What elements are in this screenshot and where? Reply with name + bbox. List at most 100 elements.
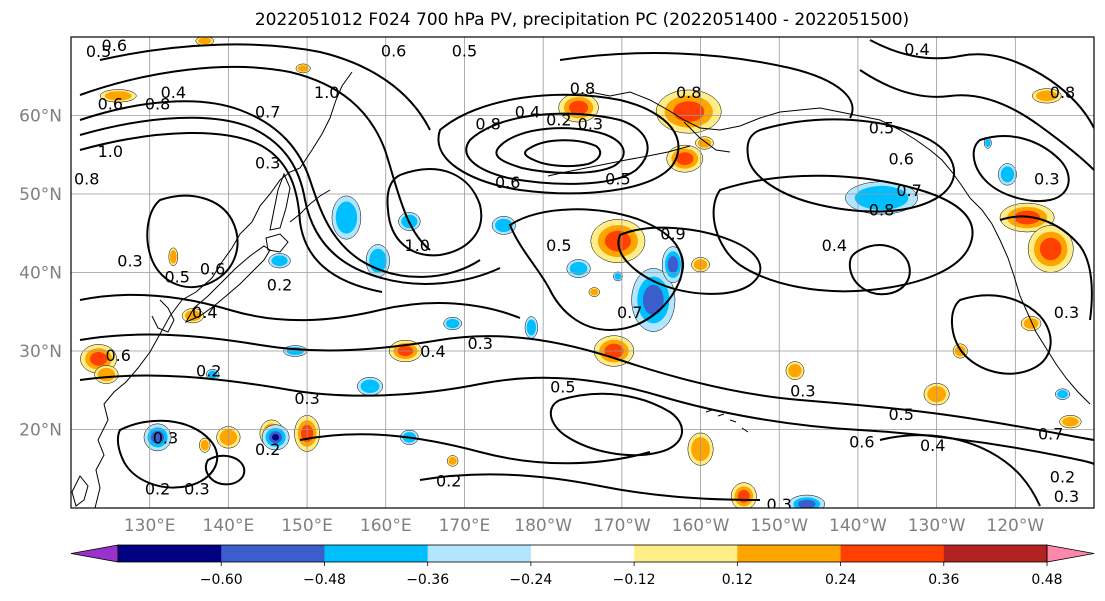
contour-label: 0.6 bbox=[495, 173, 520, 192]
colorbar-tick-label: −0.24 bbox=[509, 572, 552, 588]
contour-label: 0.2 bbox=[1050, 468, 1075, 487]
lon-tick-label: 170°W bbox=[593, 516, 651, 536]
contour-label: 0.7 bbox=[255, 103, 280, 122]
precip-anomaly-mid bbox=[526, 319, 537, 336]
colorbar-extend-high bbox=[1046, 544, 1095, 563]
pv-contour bbox=[951, 294, 1052, 375]
contour-label: 0.8 bbox=[570, 79, 595, 98]
coastline-kurils bbox=[289, 189, 331, 223]
colorbar-swatch bbox=[737, 545, 842, 562]
precip-anomaly-mid bbox=[788, 363, 802, 378]
precip-anomaly-core bbox=[798, 499, 816, 508]
pv-contour bbox=[386, 168, 483, 257]
coastline-aleutians bbox=[547, 145, 691, 177]
precip-anomaly-core bbox=[642, 284, 664, 316]
coastline-alaska bbox=[589, 91, 971, 199]
pv-contour bbox=[495, 127, 625, 174]
coastline-alaska-peninsula bbox=[683, 121, 731, 153]
coastline-korea bbox=[151, 299, 175, 333]
pv-contour bbox=[79, 100, 481, 278]
pv-contour bbox=[79, 333, 1094, 441]
contour-label: 0.3 bbox=[767, 495, 792, 514]
contour-label: 0.2 bbox=[145, 479, 170, 498]
colorbar-swatch bbox=[427, 545, 532, 562]
coastline-philippines bbox=[71, 475, 89, 507]
contour-label: 0.2 bbox=[436, 472, 461, 491]
precip-anomaly-mid bbox=[445, 318, 460, 329]
precip-anomaly-mid bbox=[335, 201, 358, 234]
precip-anomaly-mid bbox=[360, 379, 380, 393]
precip-anomaly-core bbox=[89, 351, 108, 366]
contour-label: 0.3 bbox=[578, 114, 603, 133]
colorbar-swatch bbox=[634, 545, 738, 562]
colorbar-swatch bbox=[324, 545, 429, 562]
pv-contour bbox=[559, 52, 854, 119]
precip-anomaly-mid bbox=[184, 310, 201, 322]
colorbar-swatch bbox=[943, 545, 1048, 562]
contour-label: 0.3 bbox=[184, 479, 209, 498]
pv-contour bbox=[617, 226, 762, 295]
contour-label: 0.3 bbox=[467, 334, 492, 353]
lon-tick-label: 160°W bbox=[672, 516, 730, 536]
pv-contour bbox=[79, 132, 383, 293]
lon-tick-label: 180°W bbox=[514, 516, 572, 536]
contour-label: 0.8 bbox=[475, 114, 500, 133]
pv-contour bbox=[204, 454, 246, 486]
contour-label: 0.3 bbox=[1054, 303, 1079, 322]
precip-anomaly-mid bbox=[207, 370, 218, 379]
precip-anomaly-mid bbox=[854, 185, 909, 210]
contour-label: 0.2 bbox=[267, 275, 292, 294]
pv-contour bbox=[524, 139, 602, 168]
lon-tick-label: 160°E bbox=[360, 516, 412, 536]
lat-tick-label: 50°N bbox=[19, 185, 62, 205]
contour-label: 0.4 bbox=[161, 83, 186, 102]
contour-label: 0.7 bbox=[617, 303, 642, 322]
contour-label: 0.8 bbox=[145, 95, 170, 114]
colorbar-tick-label: 0.48 bbox=[1031, 572, 1062, 588]
precip-anomaly-core bbox=[676, 152, 694, 166]
pv-contour bbox=[79, 374, 1094, 465]
colorbar-swatch bbox=[118, 545, 222, 562]
contour-label: 0.7 bbox=[896, 181, 921, 200]
colorbar-extend-low bbox=[70, 544, 119, 563]
contour-label: 0.3 bbox=[255, 154, 280, 173]
coastlines bbox=[71, 71, 1091, 508]
colorbar-tick-label: 0.36 bbox=[928, 572, 959, 588]
contour-label: 0.2 bbox=[546, 110, 571, 129]
contour-label: 0.5 bbox=[550, 377, 575, 396]
pv-contour bbox=[79, 65, 431, 251]
contour-label: 0.8 bbox=[676, 83, 701, 102]
contour-label: 0.3 bbox=[153, 428, 178, 447]
precip-anomaly-core bbox=[151, 430, 165, 444]
contour-label: 0.4 bbox=[515, 103, 540, 122]
contour-label: 0.6 bbox=[105, 346, 130, 365]
pv-contour bbox=[848, 244, 911, 296]
pv-contour bbox=[550, 392, 683, 457]
lon-tick-label: 170°E bbox=[439, 516, 491, 536]
colorbar: −0.60 −0.48 −0.36 −0.24 −0.12 0.12 0.24 0.36 0.4… bbox=[70, 544, 1095, 588]
pv-contour bbox=[999, 215, 1093, 321]
lon-tick-label: 150°W bbox=[750, 516, 808, 536]
colorbar-tick-label: −0.12 bbox=[613, 572, 656, 588]
contour-label: 0.2 bbox=[196, 362, 221, 381]
map-panel: 0.50.6 0.6 0.50.6 0.80.40.71.01.00.80.30.80… bbox=[70, 36, 1095, 514]
precip-anomaly-mid bbox=[297, 65, 309, 72]
pv-contour bbox=[712, 174, 974, 293]
pv-contours bbox=[79, 39, 1094, 507]
precip-anomaly-mid bbox=[495, 218, 513, 233]
precip-anomaly-mid bbox=[104, 91, 132, 101]
contour-label: 1.0 bbox=[314, 83, 339, 102]
colorbar-swatch bbox=[530, 545, 635, 562]
contour-label: 0.8 bbox=[74, 169, 99, 188]
lat-tick-label: 40°N bbox=[19, 264, 62, 284]
precip-anomaly-core bbox=[667, 256, 679, 274]
lat-tick-label: 60°N bbox=[19, 107, 62, 127]
contour-label: 0.3 bbox=[1034, 169, 1059, 188]
lon-tick-label: 140°W bbox=[829, 516, 887, 536]
contour-label: 0.4 bbox=[904, 40, 929, 59]
precip-anomaly-mid bbox=[1023, 318, 1039, 329]
contour-label: 0.5 bbox=[869, 118, 894, 137]
colorbar-tick-label: 0.12 bbox=[722, 572, 753, 588]
contour-label: 0.6 bbox=[98, 95, 123, 114]
